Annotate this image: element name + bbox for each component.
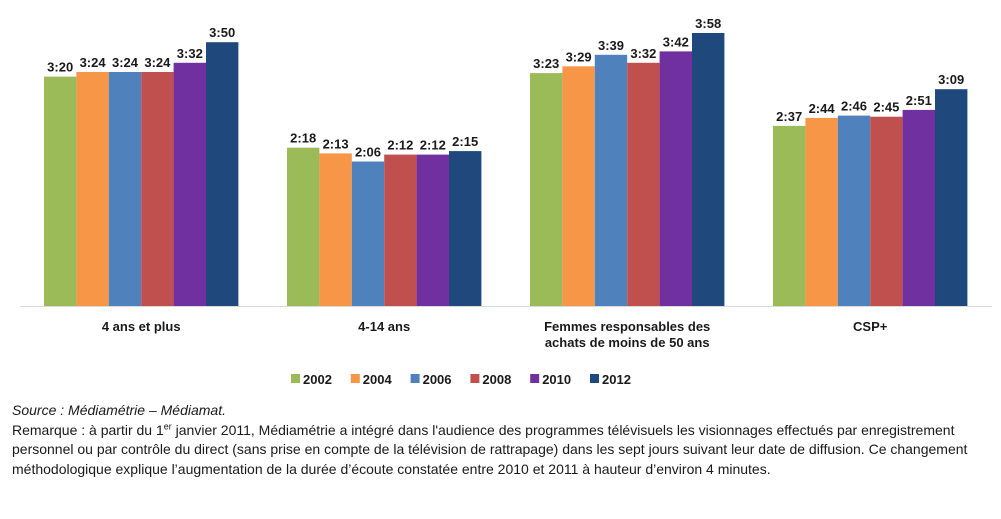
value-label-2004-3: 2:44 <box>809 101 836 116</box>
bar-2002-0 <box>44 76 77 306</box>
legend-swatch-2008 <box>470 374 480 383</box>
bar-2006-1 <box>351 161 385 306</box>
value-label-2004-2: 3:29 <box>566 49 592 64</box>
bar-2008-1 <box>384 154 417 306</box>
value-label-2008-3: 2:45 <box>873 100 899 115</box>
value-label-2010-0: 3:32 <box>177 46 203 61</box>
bar-2004-0 <box>76 72 109 306</box>
value-label-2002-1: 2:18 <box>290 131 316 146</box>
value-label-2006-0: 3:24 <box>112 55 139 70</box>
bar-2010-1 <box>416 154 449 306</box>
bar-2006-3 <box>837 115 871 306</box>
legend-label-2008: 2008 <box>482 372 511 387</box>
bar-chart: 3:20 3:24 3:24 3:24 3:32 3:50 4 ans et plus 2:1… <box>20 16 992 387</box>
legend-swatch-2006 <box>410 374 420 383</box>
bar-2004-1 <box>319 153 352 306</box>
legend-swatch-2004 <box>350 374 360 383</box>
legend-label-2002: 2002 <box>303 372 332 387</box>
remark-note: Remarque : à partir du 1er janvier 2011,… <box>12 421 992 480</box>
legend-swatch-2002 <box>291 374 300 383</box>
bar-2006-0 <box>108 72 142 306</box>
value-label-2006-2: 3:39 <box>598 38 624 53</box>
value-label-2012-3: 3:09 <box>938 72 964 87</box>
bar-2012-2 <box>692 33 725 306</box>
legend-label-2012: 2012 <box>602 372 631 387</box>
value-label-2002-2: 3:23 <box>533 56 559 71</box>
bar-2002-3 <box>773 125 806 307</box>
bar-2006-2 <box>594 54 628 306</box>
legend-label-2006: 2006 <box>423 372 452 387</box>
bar-2010-0 <box>173 62 206 306</box>
category-label-3-0: CSP+ <box>853 319 888 334</box>
bar-2010-3 <box>902 109 935 307</box>
value-label-2004-0: 3:24 <box>80 55 107 70</box>
source-note: Source : Médiamétrie – Médiamat. <box>12 402 226 418</box>
value-label-2010-2: 3:42 <box>663 34 689 49</box>
bar-2008-2 <box>627 62 660 306</box>
remark-text-start: Remarque : à partir du 1 <box>12 421 164 438</box>
category-label-1-0: 4-14 ans <box>358 319 410 334</box>
bar-2002-2 <box>530 73 563 306</box>
category-label-2-0: Femmes responsables des <box>544 319 710 334</box>
value-label-2010-1: 2:12 <box>420 138 446 153</box>
value-label-2008-2: 3:32 <box>630 46 656 61</box>
value-label-2008-1: 2:12 <box>387 138 413 153</box>
bar-2004-3 <box>805 117 838 307</box>
value-label-2004-1: 2:13 <box>323 136 349 151</box>
bar-2010-2 <box>659 51 692 307</box>
value-label-2006-1: 2:06 <box>355 145 381 160</box>
bar-2012-1 <box>449 151 482 306</box>
chart-notes: Source : Médiamétrie – Médiamat. Remarqu… <box>12 401 992 479</box>
remark-superscript: er <box>163 420 172 431</box>
value-label-2006-3: 2:46 <box>841 99 867 114</box>
bar-2002-1 <box>287 147 320 306</box>
legend-label-2004: 2004 <box>363 372 393 387</box>
bar-2012-0 <box>206 42 239 306</box>
bar-2004-2 <box>562 66 595 306</box>
category-label-2-1: achats de moins de 50 ans <box>545 335 710 350</box>
bar-2008-0 <box>141 72 174 306</box>
legend-label-2010: 2010 <box>542 372 571 387</box>
value-label-2012-0: 3:50 <box>209 25 235 40</box>
legend-swatch-2010 <box>530 374 540 383</box>
bar-2012-3 <box>935 89 968 306</box>
value-label-2002-3: 2:37 <box>776 109 802 124</box>
value-label-2012-2: 3:58 <box>695 16 721 31</box>
remark-text-end: janvier 2011, Médiamétrie a intégré dans… <box>12 421 968 477</box>
value-label-2012-1: 2:15 <box>452 134 478 149</box>
value-label-2010-3: 2:51 <box>906 93 932 108</box>
category-label-0-0: 4 ans et plus <box>102 319 181 334</box>
legend-swatch-2012 <box>590 374 599 383</box>
value-label-2008-0: 3:24 <box>144 55 171 70</box>
bar-2008-3 <box>870 116 903 306</box>
value-label-2002-0: 3:20 <box>47 60 73 75</box>
